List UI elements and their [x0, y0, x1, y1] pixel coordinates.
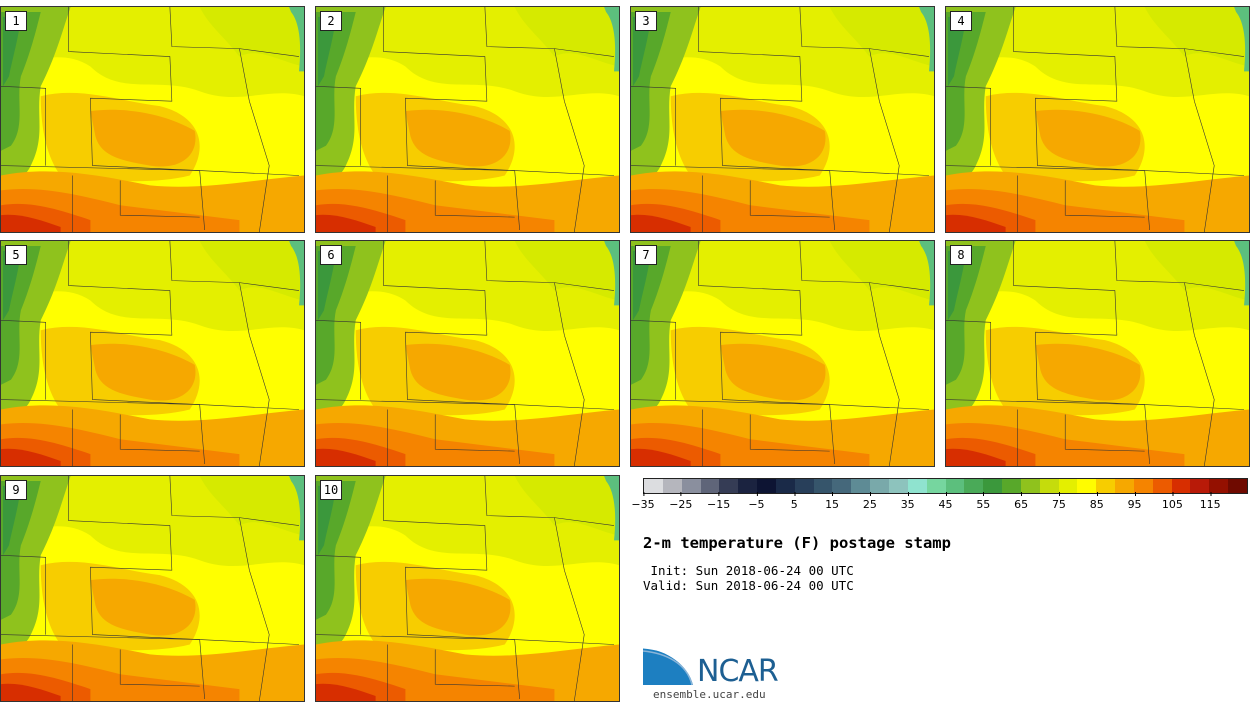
- colorbar-tick-label: −15: [707, 492, 730, 511]
- colorbar-segment: [1152, 479, 1172, 493]
- colorbar-segment: [1039, 479, 1059, 493]
- colorbar-segment: [813, 479, 833, 493]
- colorbar-segment: [738, 479, 758, 493]
- colorbar-segment: [644, 479, 663, 493]
- colorbar-segment: [1190, 479, 1210, 493]
- colorbar-tick-label: 35: [901, 492, 915, 511]
- temperature-map: [1, 476, 304, 701]
- colorbar-tick-label: 115: [1200, 492, 1221, 511]
- colorbar-tick-label: −35: [631, 492, 655, 511]
- panel-number-label: 3: [635, 11, 657, 31]
- colorbar-segment: [964, 479, 984, 493]
- colorbar-segment: [1209, 479, 1229, 493]
- colorbar-segment: [1171, 479, 1191, 493]
- map-panel-5: 5: [0, 240, 305, 467]
- colorbar-tick-label: 65: [1014, 492, 1028, 511]
- colorbar-segment: [870, 479, 889, 493]
- panel-number-label: 2: [320, 11, 342, 31]
- panel-number-label: 9: [5, 480, 27, 500]
- panel-number-label: 5: [5, 245, 27, 265]
- colorbar-segment: [794, 479, 814, 493]
- colorbar-tick-label: 55: [976, 492, 990, 511]
- temperature-map: [316, 7, 619, 232]
- colorbar-tick-label: 105: [1162, 492, 1183, 511]
- colorbar-segment: [851, 479, 871, 493]
- panel-number-label: 4: [950, 11, 972, 31]
- colorbar-segment: [700, 479, 720, 493]
- colorbar-tick-label: 25: [863, 492, 877, 511]
- ncar-logo-text: NCAR: [697, 654, 779, 689]
- panel-number-label: 7: [635, 245, 657, 265]
- colorbar-ticks: −35 −25 −15 −5 5 15 25 35 45 55 65 75 85 95 105 115: [631, 492, 1248, 514]
- colorbar-tick-label: −5: [748, 492, 765, 511]
- panel-number-label: 1: [5, 11, 27, 31]
- colorbar-segment: [1077, 479, 1097, 493]
- colorbar-segment: [757, 479, 776, 493]
- temperature-map: [631, 7, 934, 232]
- colorbar-tick-label: −25: [669, 492, 692, 511]
- colorbar-segment: [1115, 479, 1134, 493]
- map-panel-10: 10: [315, 475, 620, 702]
- panel-number-label: 10: [320, 480, 342, 500]
- temperature-map: [1, 7, 304, 232]
- colorbar-segment: [945, 479, 965, 493]
- colorbar-segment: [1133, 479, 1153, 493]
- colorbar-segment: [983, 479, 1003, 493]
- colorbar-tick-label: 75: [1052, 492, 1066, 511]
- figure-title: 2-m temperature (F) postage stamp: [643, 534, 951, 552]
- colorbar-segment: [1002, 479, 1021, 493]
- colorbar-segment: [832, 479, 852, 493]
- colorbar-tick-label: 85: [1090, 492, 1104, 511]
- site-url: ensemble.ucar.edu: [653, 688, 766, 701]
- colorbar-tick-label: 45: [939, 492, 953, 511]
- panel-number-label: 6: [320, 245, 342, 265]
- temperature-map: [631, 241, 934, 466]
- colorbar-tick-label: 15: [825, 492, 839, 511]
- valid-time: Valid: Sun 2018-06-24 00 UTC: [643, 578, 854, 593]
- map-panel-1: 1: [0, 6, 305, 233]
- colorbar-segment: [907, 479, 927, 493]
- init-time: Init: Sun 2018-06-24 00 UTC: [643, 563, 854, 578]
- temperature-map: [946, 7, 1249, 232]
- colorbar-tick-label: 95: [1128, 492, 1142, 511]
- map-panel-9: 9: [0, 475, 305, 702]
- temperature-map: [316, 241, 619, 466]
- colorbar-tick-label: 5: [791, 492, 798, 511]
- temperature-map: [946, 241, 1249, 466]
- panel-number-label: 8: [950, 245, 972, 265]
- colorbar-segment: [926, 479, 946, 493]
- map-panel-2: 2: [315, 6, 620, 233]
- temperature-colorbar: [643, 478, 1248, 494]
- ncar-logo-icon: [643, 645, 697, 686]
- colorbar-segment: [719, 479, 739, 493]
- colorbar-segment: [681, 479, 701, 493]
- temperature-map: [1, 241, 304, 466]
- map-panel-3: 3: [630, 6, 935, 233]
- colorbar-segment: [1020, 479, 1040, 493]
- map-panel-8: 8: [945, 240, 1250, 467]
- colorbar-segment: [888, 479, 908, 493]
- colorbar-segment: [1058, 479, 1078, 493]
- temperature-map: [316, 476, 619, 701]
- map-panel-4: 4: [945, 6, 1250, 233]
- map-panel-7: 7: [630, 240, 935, 467]
- colorbar-segment: [662, 479, 682, 493]
- colorbar-segment: [1228, 479, 1247, 493]
- colorbar-segment: [1096, 479, 1116, 493]
- colorbar-segment: [775, 479, 795, 493]
- map-panel-6: 6: [315, 240, 620, 467]
